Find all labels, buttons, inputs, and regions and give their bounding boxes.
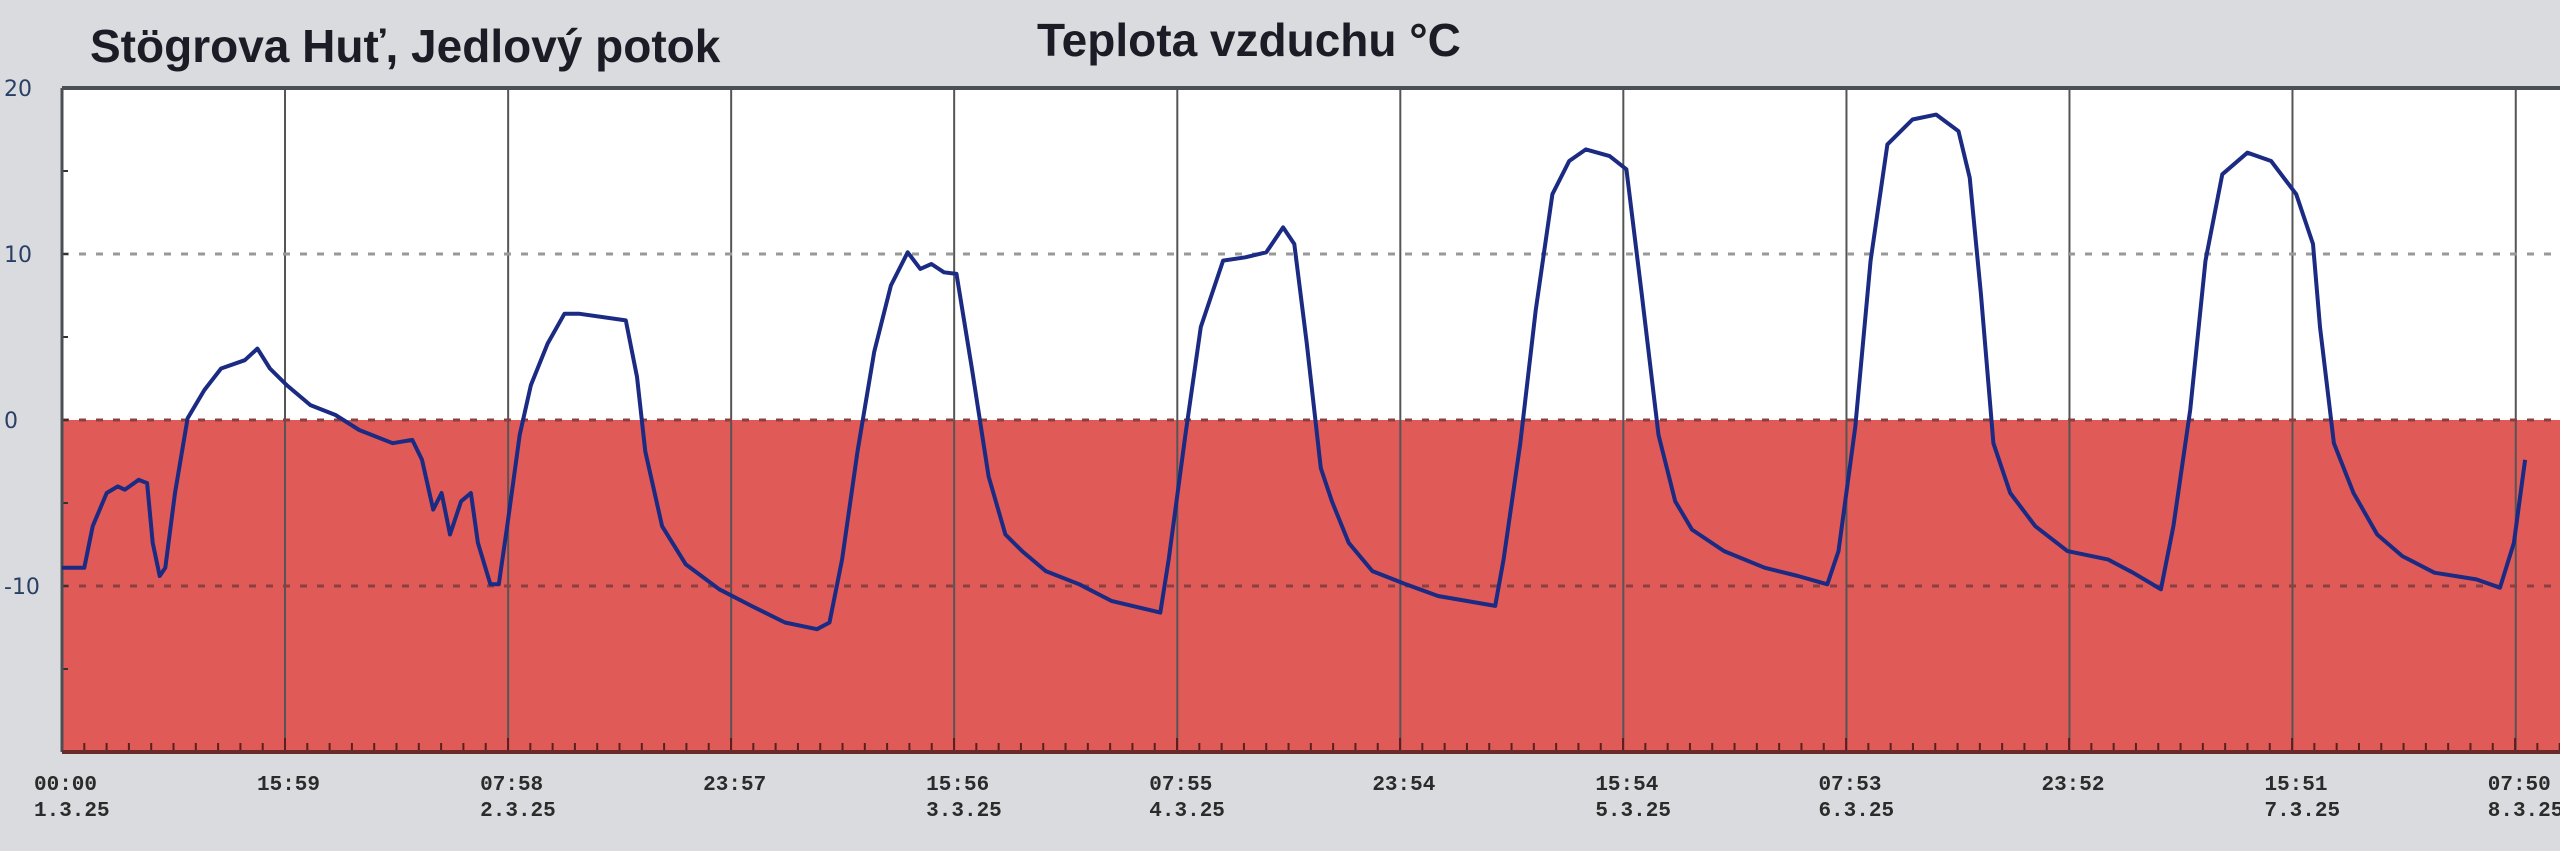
x-tick-time: 15:56 [926,774,989,797]
x-tick-time: 15:51 [2264,774,2327,797]
plot-area: 20 10 0 -10 00:00 1.3.25 15:59 07:58 2.3.25 23:57… [4,77,2560,823]
x-tick-date: 5.3.25 [1595,800,1671,823]
below-zero-band [62,420,2560,752]
chart-subtitle: Stögrova Huť, Jedlový potok [90,20,721,72]
y-tick-label: -10 [4,575,40,600]
x-tick-time: 23:52 [2041,774,2104,797]
y-tick-label: 10 [4,243,32,268]
x-tick-date: 8.3.25 [2488,800,2560,823]
x-tick-time: 15:59 [257,774,320,797]
x-tick-time: 15:54 [1595,774,1658,797]
x-tick-time: 07:50 [2488,774,2551,797]
x-tick-date: 4.3.25 [1149,800,1225,823]
x-tick-time: 23:54 [1372,774,1435,797]
chart-title: Teplota vzduchu °C [1037,14,1461,66]
y-tick-label: 20 [4,77,32,102]
x-tick-time: 07:55 [1149,774,1212,797]
x-tick-time: 23:57 [703,774,766,797]
x-tick-time: 07:53 [1818,774,1881,797]
x-tick-time: 00:00 [34,774,97,797]
x-tick-date: 7.3.25 [2264,800,2340,823]
x-tick-date: 6.3.25 [1818,800,1894,823]
x-tick-date: 2.3.25 [480,800,556,823]
y-tick-label: 0 [4,409,18,434]
x-tick-time: 07:58 [480,774,543,797]
x-tick-date: 3.3.25 [926,800,1002,823]
x-tick-date: 1.3.25 [34,800,110,823]
temperature-series-line [62,112,2528,632]
